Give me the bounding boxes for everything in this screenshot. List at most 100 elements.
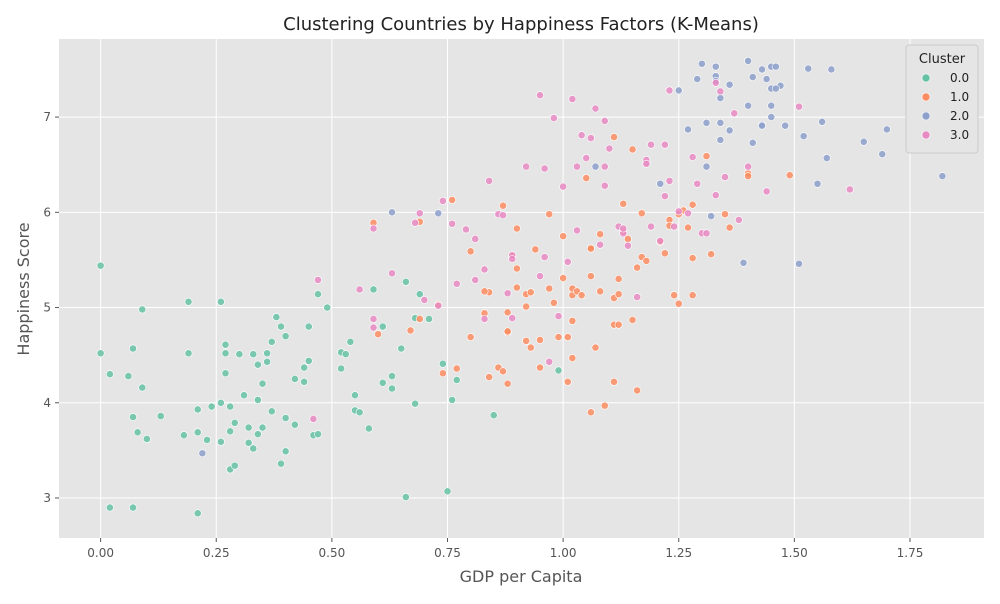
data-point-cluster-3-0 — [633, 293, 642, 301]
data-point-cluster-3-0 — [480, 315, 489, 323]
data-point-cluster-3-0 — [711, 78, 720, 87]
data-point-cluster-1-0 — [596, 287, 605, 296]
data-point-cluster-3-0 — [545, 357, 554, 366]
data-point-cluster-1-0 — [628, 316, 637, 324]
data-point-cluster-0-0 — [300, 363, 309, 372]
data-point-cluster-0-0 — [124, 372, 133, 381]
data-point-cluster-0-0 — [216, 437, 225, 446]
data-point-cluster-1-0 — [628, 145, 637, 154]
x-tick-label: 0.50 — [319, 546, 346, 560]
data-point-cluster-0-0 — [489, 411, 498, 420]
data-point-cluster-2-0 — [767, 101, 776, 110]
data-point-cluster-1-0 — [610, 133, 618, 141]
y-tick-label: 4 — [43, 396, 51, 410]
data-point-cluster-3-0 — [554, 312, 563, 321]
data-point-cluster-3-0 — [508, 255, 517, 263]
data-point-cluster-3-0 — [420, 296, 429, 304]
data-point-cluster-1-0 — [642, 256, 651, 265]
data-point-cluster-1-0 — [563, 333, 572, 341]
data-point-cluster-0-0 — [129, 344, 137, 353]
legend-marker — [921, 111, 931, 121]
data-point-cluster-2-0 — [591, 162, 600, 171]
data-point-cluster-1-0 — [536, 363, 544, 372]
x-tick-label: 1.25 — [665, 546, 692, 560]
data-point-cluster-0-0 — [337, 364, 346, 373]
data-point-cluster-1-0 — [545, 284, 554, 293]
data-point-cluster-1-0 — [591, 343, 600, 352]
data-point-cluster-2-0 — [711, 62, 720, 71]
data-point-cluster-3-0 — [573, 162, 581, 171]
data-point-cluster-0-0 — [364, 424, 373, 433]
data-point-cluster-3-0 — [582, 154, 591, 162]
data-point-cluster-0-0 — [184, 297, 193, 306]
data-point-cluster-2-0 — [198, 449, 207, 458]
data-point-cluster-2-0 — [684, 125, 692, 134]
data-point-cluster-1-0 — [614, 290, 623, 299]
data-point-cluster-0-0 — [105, 370, 114, 379]
data-point-cluster-3-0 — [693, 179, 702, 188]
data-point-cluster-0-0 — [401, 277, 410, 286]
data-point-cluster-0-0 — [323, 303, 332, 312]
data-point-cluster-1-0 — [374, 330, 383, 339]
data-point-cluster-1-0 — [559, 274, 568, 282]
data-point-cluster-1-0 — [619, 199, 628, 208]
data-point-cluster-1-0 — [522, 302, 531, 311]
y-tick-label: 3 — [43, 491, 51, 505]
data-point-cluster-2-0 — [702, 162, 711, 171]
data-point-cluster-0-0 — [290, 420, 299, 429]
data-point-cluster-1-0 — [684, 223, 692, 232]
data-point-cluster-0-0 — [244, 423, 253, 432]
data-point-cluster-3-0 — [684, 209, 692, 218]
data-point-cluster-3-0 — [600, 162, 609, 171]
data-point-cluster-2-0 — [882, 125, 891, 134]
data-point-cluster-3-0 — [744, 162, 753, 171]
data-point-cluster-0-0 — [304, 322, 313, 331]
data-point-cluster-1-0 — [503, 379, 512, 388]
data-point-cluster-1-0 — [614, 320, 623, 329]
data-point-cluster-1-0 — [688, 200, 697, 209]
x-tick-label: 0.00 — [87, 546, 114, 560]
data-point-cluster-3-0 — [577, 131, 586, 140]
data-point-cluster-3-0 — [462, 225, 470, 234]
data-point-cluster-0-0 — [226, 402, 235, 411]
data-point-cluster-1-0 — [522, 336, 531, 345]
data-point-cluster-0-0 — [304, 356, 313, 365]
data-point-cluster-1-0 — [633, 263, 642, 272]
data-point-cluster-0-0 — [249, 444, 258, 453]
data-point-cluster-1-0 — [485, 373, 494, 381]
data-point-cluster-0-0 — [378, 322, 387, 331]
data-point-cluster-0-0 — [142, 435, 151, 443]
legend-marker — [921, 92, 931, 102]
data-point-cluster-2-0 — [813, 179, 822, 188]
data-point-cluster-1-0 — [415, 315, 424, 323]
data-point-cluster-1-0 — [466, 333, 475, 341]
data-point-cluster-2-0 — [878, 150, 887, 159]
data-point-cluster-0-0 — [207, 402, 216, 411]
data-point-cluster-0-0 — [226, 427, 235, 436]
data-point-cluster-0-0 — [267, 407, 276, 416]
x-tick-label: 1.75 — [897, 546, 924, 560]
data-point-cluster-3-0 — [573, 226, 581, 235]
data-point-cluster-2-0 — [697, 59, 706, 68]
data-point-cluster-1-0 — [688, 291, 697, 300]
data-point-cluster-1-0 — [674, 299, 683, 308]
data-point-cluster-0-0 — [230, 418, 239, 427]
data-point-cluster-0-0 — [272, 313, 281, 321]
y-axis-label: Happiness Score — [14, 222, 33, 355]
data-point-cluster-1-0 — [452, 364, 461, 373]
data-point-cluster-2-0 — [388, 208, 396, 217]
data-point-cluster-2-0 — [859, 137, 868, 146]
data-point-cluster-0-0 — [184, 349, 193, 358]
data-point-cluster-1-0 — [744, 172, 753, 181]
data-point-cluster-0-0 — [314, 430, 322, 439]
data-point-cluster-2-0 — [716, 118, 725, 127]
data-point-cluster-2-0 — [716, 94, 725, 102]
data-point-cluster-0-0 — [221, 349, 230, 358]
data-point-cluster-3-0 — [702, 229, 711, 238]
data-point-cluster-0-0 — [438, 359, 447, 368]
x-tick-label: 0.75 — [434, 546, 461, 560]
data-point-cluster-0-0 — [258, 423, 267, 432]
data-point-cluster-1-0 — [512, 264, 521, 273]
data-point-cluster-3-0 — [480, 265, 489, 274]
data-point-cluster-3-0 — [596, 240, 605, 249]
